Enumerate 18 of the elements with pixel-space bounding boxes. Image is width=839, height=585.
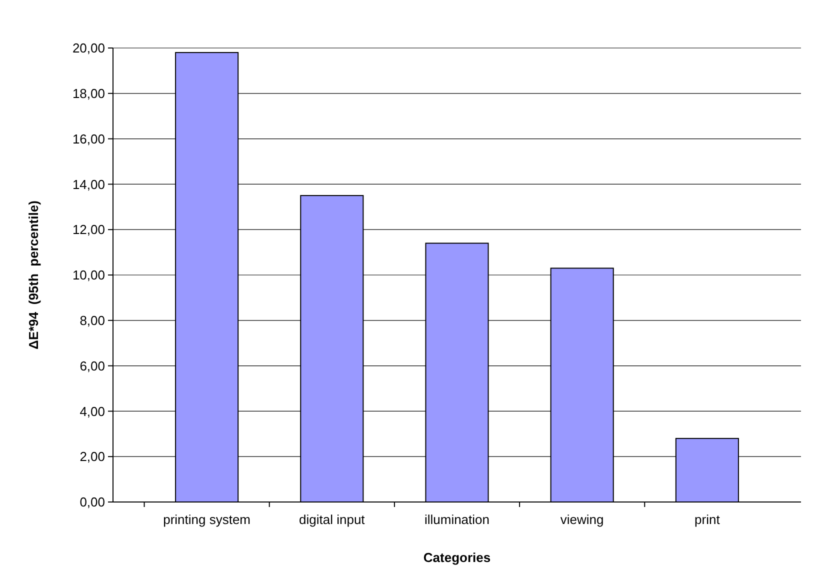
y-axis-title: ΔE*94 (95th percentile) [26,200,41,350]
y-tick-label: 10,00 [72,268,105,283]
x-axis-title: Categories [423,550,491,565]
y-tick-label: 14,00 [72,176,105,192]
x-tick-label: viewing [560,512,604,527]
y-tick-label: 20,00 [72,40,105,56]
y-tick-label: 4,00 [80,404,105,419]
y-tick-label: 0,00 [80,494,105,510]
y-tick-label: 2,00 [80,449,105,464]
y-tick-label: 12,00 [72,222,105,238]
y-tick-label: 8,00 [80,312,105,328]
x-tick-label: printing system [163,512,251,527]
y-tick-label: 6,00 [80,358,105,374]
y-tick-label: 16,00 [72,131,105,146]
x-tick-label: digital input [299,512,366,527]
x-tick-label: illumination [424,512,490,527]
x-tick-label: print [694,512,720,527]
y-tick-label: 18,00 [72,86,105,101]
